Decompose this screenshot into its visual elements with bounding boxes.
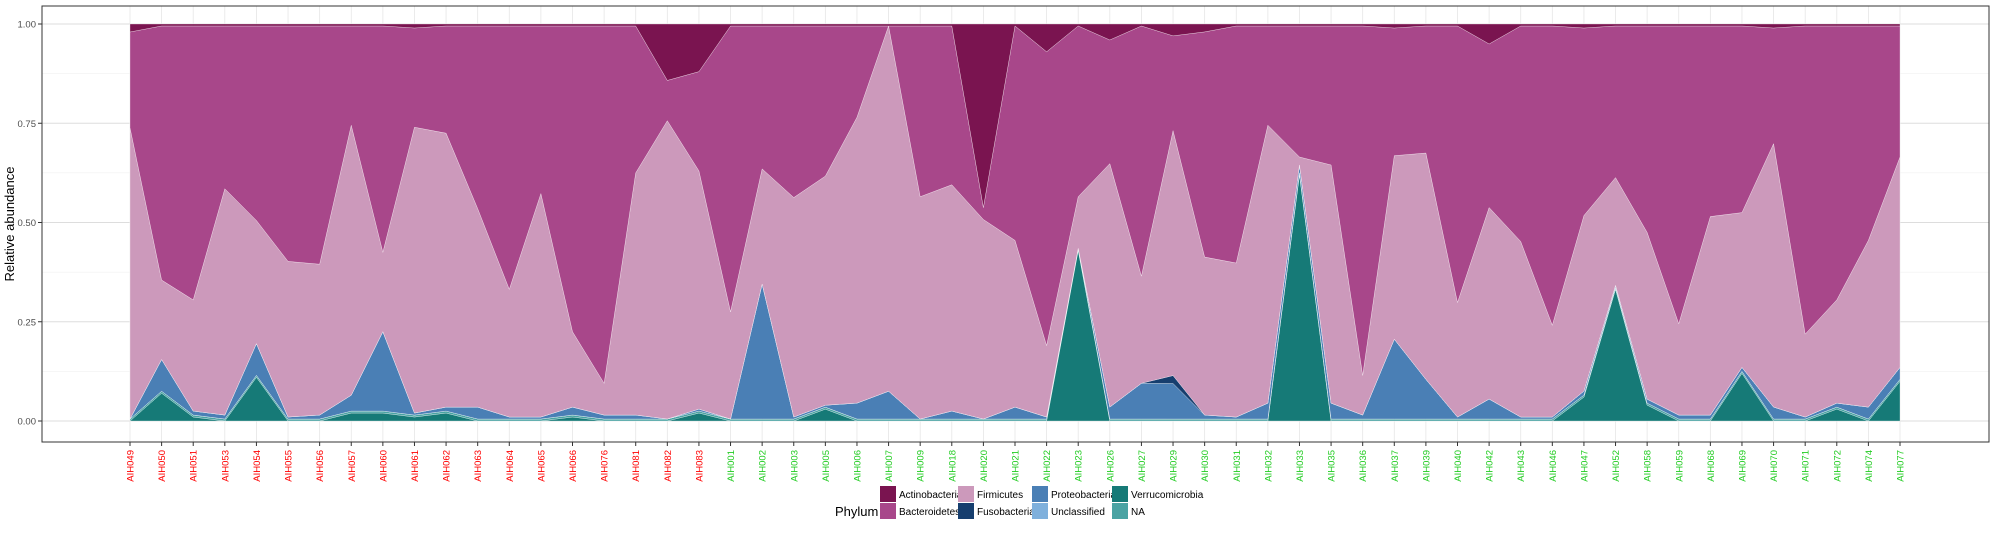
x-tick-label: AIH065 — [536, 450, 547, 482]
x-tick-label: AIH047 — [1579, 450, 1590, 482]
x-tick-label: AIH054 — [252, 450, 263, 482]
legend-label-proteobacteria: Proteobacteria — [1051, 490, 1116, 501]
x-tick-label: AIH031 — [1232, 450, 1243, 482]
x-tick-label: AIH001 — [726, 450, 737, 482]
x-tick-label: AIH046 — [1548, 450, 1559, 482]
legend-label-bacteroidetes: Bacteroidetes — [899, 507, 960, 518]
y-axis: 0.00 0.25 0.50 0.75 1.00 — [18, 20, 42, 428]
legend-label-fusobacteria: Fusobacteria — [977, 507, 1035, 518]
x-tick-label: AIH023 — [1074, 450, 1085, 482]
legend-swatch-proteobacteria — [1032, 486, 1048, 502]
x-tick-label: AIH018 — [947, 450, 958, 482]
x-tick-label: AIH029 — [1169, 450, 1180, 482]
x-tick-label: AIH052 — [1611, 450, 1622, 482]
x-tick-label: AIH021 — [1011, 450, 1022, 482]
x-tick-label: AIH072 — [1832, 450, 1843, 482]
legend-title: Phylum — [835, 504, 878, 519]
x-tick-label: AIH083 — [694, 450, 705, 482]
y-tick-label: 0.50 — [18, 218, 37, 229]
x-tick-label: AIH074 — [1864, 450, 1875, 482]
x-tick-label: AIH059 — [1674, 450, 1685, 482]
x-tick-label: AIH002 — [758, 450, 769, 482]
legend-label-firmicutes: Firmicutes — [977, 490, 1023, 501]
x-tick-label: AIH069 — [1737, 450, 1748, 482]
area-series — [129, 23, 1901, 422]
x-tick-label: AIH033 — [1295, 450, 1306, 482]
legend-swatch-fusobacteria — [958, 503, 974, 519]
x-tick-label: AIH070 — [1769, 450, 1780, 482]
area-actinobacteria — [129, 23, 1901, 208]
legend-swatch-firmicutes — [958, 486, 974, 502]
x-tick-label: AIH068 — [1706, 450, 1717, 482]
legend-swatch-actinobacteria — [880, 486, 896, 502]
x-tick-label: AIH077 — [1896, 450, 1907, 482]
x-tick-label: AIH060 — [378, 450, 389, 482]
y-tick-label: 0.00 — [18, 417, 37, 428]
x-tick-label: AIH066 — [568, 450, 579, 482]
y-axis-label: Relative abundance — [2, 167, 17, 282]
x-tick-label: AIH003 — [789, 450, 800, 482]
x-tick-label: AIH030 — [1200, 450, 1211, 482]
x-tick-label: AIH053 — [220, 450, 231, 482]
x-tick-label: AIH050 — [157, 450, 168, 482]
y-tick-label: 1.00 — [18, 20, 37, 31]
legend-swatch-na — [1112, 503, 1128, 519]
x-tick-label: AIH076 — [600, 450, 611, 482]
x-tick-label: AIH035 — [1327, 450, 1338, 482]
x-tick-label: AIH062 — [442, 450, 453, 482]
legend-label-unclassified: Unclassified — [1051, 507, 1105, 518]
legend-swatch-verrucomicrobia — [1112, 486, 1128, 502]
x-axis: AIH049 AIH050 AIH051 AIH053 AIH054 AIH055 AIH0… — [126, 442, 1907, 482]
legend-label-verrucomicrobia: Verrucomicrobia — [1131, 490, 1204, 501]
x-tick-label: AIH039 — [1421, 450, 1432, 482]
x-tick-label: AIH026 — [1105, 450, 1116, 482]
legend: Phylum Actinobacteria Bacteroidetes Firmicu… — [835, 486, 1204, 519]
x-tick-label: AIH032 — [1263, 450, 1274, 482]
x-tick-label: AIH057 — [347, 450, 358, 482]
x-tick-label: AIH009 — [916, 450, 927, 482]
x-tick-label: AIH051 — [189, 450, 200, 482]
x-tick-label: AIH063 — [473, 450, 484, 482]
x-tick-label: AIH005 — [821, 450, 832, 482]
x-tick-label: AIH040 — [1453, 450, 1464, 482]
x-tick-label: AIH055 — [284, 450, 295, 482]
x-tick-label: AIH058 — [1643, 450, 1654, 482]
legend-label-na: NA — [1131, 507, 1145, 518]
x-tick-label: AIH082 — [663, 450, 674, 482]
x-tick-label: AIH006 — [852, 450, 863, 482]
legend-swatch-unclassified — [1032, 503, 1048, 519]
legend-label-actinobacteria: Actinobacteria — [899, 490, 963, 501]
legend-swatch-bacteroidetes — [880, 503, 896, 519]
x-tick-label: AIH061 — [410, 450, 421, 482]
x-tick-label: AIH071 — [1801, 450, 1812, 482]
x-tick-label: AIH027 — [1137, 450, 1148, 482]
x-tick-label: AIH022 — [1042, 450, 1053, 482]
x-tick-label: AIH036 — [1358, 450, 1369, 482]
x-tick-label: AIH081 — [631, 450, 642, 482]
y-tick-label: 0.75 — [18, 119, 37, 130]
x-tick-label: AIH043 — [1516, 450, 1527, 482]
x-tick-label: AIH064 — [505, 450, 516, 482]
x-tick-label: AIH007 — [884, 450, 895, 482]
y-tick-label: 0.25 — [18, 317, 37, 328]
x-tick-label: AIH020 — [979, 450, 990, 482]
x-tick-label: AIH037 — [1390, 450, 1401, 482]
x-tick-label: AIH049 — [126, 450, 137, 482]
x-tick-label: AIH042 — [1485, 450, 1496, 482]
x-tick-label: AIH056 — [315, 450, 326, 482]
